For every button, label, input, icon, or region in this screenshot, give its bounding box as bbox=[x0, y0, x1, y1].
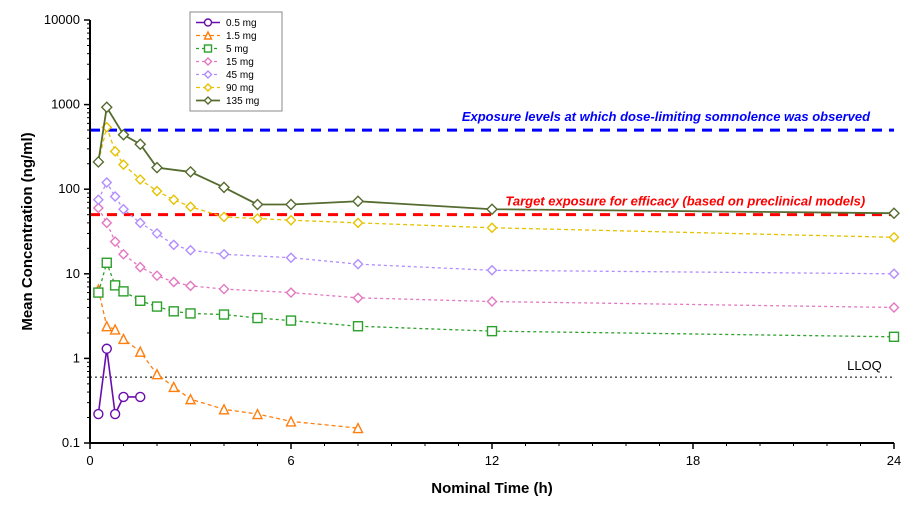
y-tick-label: 10 bbox=[66, 266, 80, 281]
y-tick-label: 1 bbox=[73, 350, 80, 365]
marker bbox=[94, 288, 103, 297]
marker bbox=[169, 307, 178, 316]
x-tick-label: 0 bbox=[86, 453, 93, 468]
y-tick-label: 10000 bbox=[44, 12, 80, 27]
legend-label: 5 mg bbox=[226, 44, 248, 55]
marker bbox=[111, 410, 120, 419]
marker bbox=[111, 281, 120, 290]
reference-label: Exposure levels at which dose-limiting s… bbox=[462, 109, 871, 124]
pk-concentration-chart: 0.1 1 10 100 1000 10000 0 6 12 18 24 Mean Concentra… bbox=[0, 0, 914, 508]
legend: 0.5 mg 1.5 mg 5 mg 15 mg 45 mg 90 mg 135 mg bbox=[190, 12, 282, 111]
marker bbox=[119, 287, 128, 296]
marker bbox=[186, 309, 195, 318]
marker bbox=[205, 45, 212, 52]
y-tick-label: 1000 bbox=[51, 97, 80, 112]
legend-label: 0.5 mg bbox=[226, 18, 257, 29]
marker bbox=[205, 19, 212, 26]
marker bbox=[102, 258, 111, 267]
marker bbox=[102, 344, 111, 353]
x-tick-label: 6 bbox=[287, 453, 294, 468]
marker bbox=[119, 392, 128, 401]
legend-label: 15 mg bbox=[226, 57, 254, 68]
chart-bg bbox=[0, 0, 914, 508]
marker bbox=[287, 316, 296, 325]
marker bbox=[253, 314, 262, 323]
marker bbox=[94, 410, 103, 419]
reference-label: Target exposure for efficacy (based on p… bbox=[505, 194, 865, 209]
x-axis-label: Nominal Time (h) bbox=[431, 480, 552, 497]
legend-label: 1.5 mg bbox=[226, 31, 257, 42]
marker bbox=[153, 302, 162, 311]
marker bbox=[354, 322, 363, 331]
x-tick-label: 18 bbox=[686, 453, 700, 468]
y-tick-label: 0.1 bbox=[62, 435, 80, 450]
lloq-label: LLOQ bbox=[847, 358, 882, 373]
legend-label: 90 mg bbox=[226, 83, 254, 94]
marker bbox=[488, 327, 497, 336]
legend-label: 135 mg bbox=[226, 96, 259, 107]
x-tick-label: 12 bbox=[485, 453, 499, 468]
legend-label: 45 mg bbox=[226, 70, 254, 81]
y-axis-label: Mean Concentration (ng/ml) bbox=[19, 132, 36, 330]
marker bbox=[136, 392, 145, 401]
x-tick-label: 24 bbox=[887, 453, 901, 468]
marker bbox=[136, 296, 145, 305]
marker bbox=[220, 310, 229, 319]
marker bbox=[890, 332, 899, 341]
y-tick-label: 100 bbox=[58, 181, 80, 196]
chart-svg: 0.1 1 10 100 1000 10000 0 6 12 18 24 Mean Concentra… bbox=[0, 0, 914, 508]
